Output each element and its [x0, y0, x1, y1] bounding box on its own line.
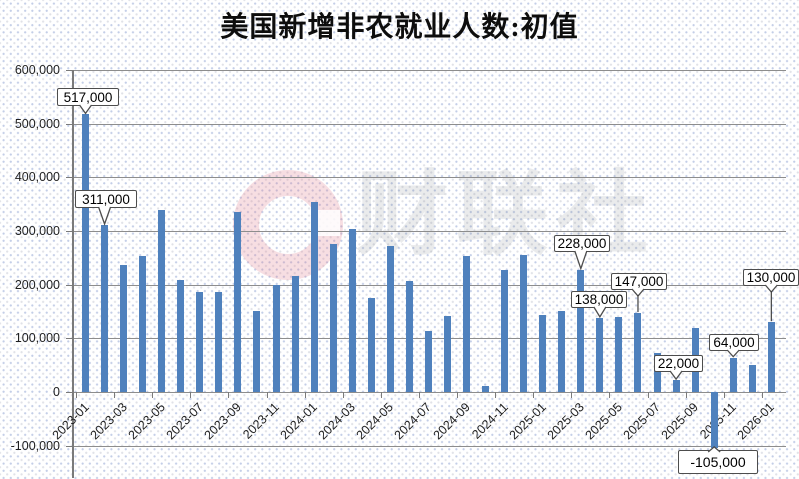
y-axis-tick — [66, 69, 72, 71]
y-axis-label: 0 — [53, 385, 60, 399]
x-axis-tick — [495, 392, 497, 398]
x-axis-tick — [152, 392, 154, 398]
bar-2023-07 — [196, 291, 204, 392]
x-axis-tick — [418, 392, 420, 398]
x-axis-tick — [266, 392, 268, 398]
bar-2024-10 — [482, 385, 490, 392]
y-axis-label: 300,000 — [14, 223, 60, 238]
x-axis-tick — [304, 392, 306, 398]
bar-2024-09 — [463, 255, 471, 392]
x-axis-tick — [114, 392, 116, 398]
x-axis-tick — [609, 392, 611, 398]
x-axis-tick — [190, 392, 192, 398]
data-callout-2023-01: 517,000 — [57, 88, 119, 106]
bar-2025-11 — [729, 357, 737, 392]
y-gridline — [72, 284, 786, 286]
bar-2025-02 — [558, 310, 566, 392]
bar-2025-08 — [672, 380, 680, 392]
y-axis-label: 400,000 — [14, 170, 60, 185]
y-axis-tick — [66, 177, 72, 179]
bar-2023-11 — [272, 285, 280, 392]
bar-2025-01 — [539, 315, 547, 392]
bar-2024-08 — [443, 315, 451, 392]
bar-2025-06 — [634, 313, 642, 392]
y-gridline — [72, 230, 786, 232]
bar-2024-06 — [405, 281, 413, 392]
y-gridline — [72, 69, 786, 71]
y-axis-label: 200,000 — [14, 277, 60, 292]
y-axis-label: 600,000 — [14, 62, 60, 77]
data-callout-2025-10: -105,000 — [678, 450, 758, 474]
x-axis-tick — [76, 392, 77, 398]
y-gridline — [72, 177, 786, 179]
x-axis-tick — [571, 392, 573, 398]
x-axis-tick — [533, 392, 535, 398]
y-axis-tick — [66, 123, 72, 125]
x-axis-tick — [761, 392, 763, 398]
y-axis-tick — [66, 392, 72, 393]
y-gridline — [72, 392, 786, 393]
y-gridline — [72, 445, 786, 447]
data-callout-2023-02: 311,000 — [75, 190, 137, 208]
bar-2024-03 — [348, 229, 356, 392]
bar-2023-08 — [215, 291, 223, 392]
bar-2025-10 — [710, 392, 718, 449]
y-gridline — [72, 123, 786, 125]
bar-2024-07 — [424, 330, 432, 392]
y-axis-tick — [66, 230, 72, 232]
data-callout-2026-01: 130,000 — [743, 269, 799, 286]
y-axis-tick — [66, 284, 72, 286]
data-callout-2025-06: 147,000 — [611, 273, 667, 290]
bar-2024-11 — [501, 270, 509, 392]
x-axis-tick — [685, 392, 687, 398]
bar-2023-03 — [120, 265, 128, 392]
y-axis-line — [72, 70, 74, 478]
data-callout-2025-11: 64,000 — [709, 334, 759, 351]
bar-2024-04 — [367, 298, 375, 392]
bar-2025-03 — [577, 269, 585, 392]
y-axis-tick — [66, 338, 72, 340]
bar-2023-09 — [234, 211, 242, 392]
y-axis-tick — [66, 445, 72, 447]
bar-2023-04 — [139, 256, 147, 392]
bar-2023-05 — [158, 209, 166, 392]
chart-title: 美国新增非农就业人数:初值 — [220, 12, 579, 43]
data-callout-2025-08: 22,000 — [654, 355, 703, 372]
bar-2026-01 — [767, 322, 775, 392]
x-axis-tick — [647, 392, 649, 398]
bar-2024-02 — [329, 244, 337, 392]
y-axis-label: -100,000 — [10, 438, 60, 453]
bar-2024-01 — [310, 202, 318, 392]
bar-2025-05 — [615, 317, 623, 392]
x-axis-tick — [228, 392, 230, 398]
watermark-logo-notch — [318, 210, 340, 236]
x-axis-tick — [723, 392, 725, 398]
x-axis-tick — [380, 392, 382, 398]
bar-2023-12 — [291, 276, 299, 392]
bar-2025-12 — [748, 365, 756, 392]
data-callout-2025-03: 228,000 — [554, 235, 610, 252]
x-axis-tick — [342, 392, 344, 398]
bar-2024-05 — [386, 245, 394, 392]
x-axis-tick — [457, 392, 458, 398]
bar-2025-07 — [653, 352, 661, 392]
y-axis-label: 500,000 — [14, 116, 60, 131]
data-callout-2025-04: 138,000 — [571, 291, 627, 308]
bar-2025-04 — [596, 317, 604, 392]
bar-2023-10 — [253, 311, 261, 392]
bar-2023-01 — [82, 114, 90, 392]
y-axis-label: 100,000 — [14, 331, 60, 346]
bar-2023-06 — [177, 279, 185, 392]
bar-2023-02 — [101, 224, 109, 392]
bar-2024-12 — [520, 254, 528, 392]
